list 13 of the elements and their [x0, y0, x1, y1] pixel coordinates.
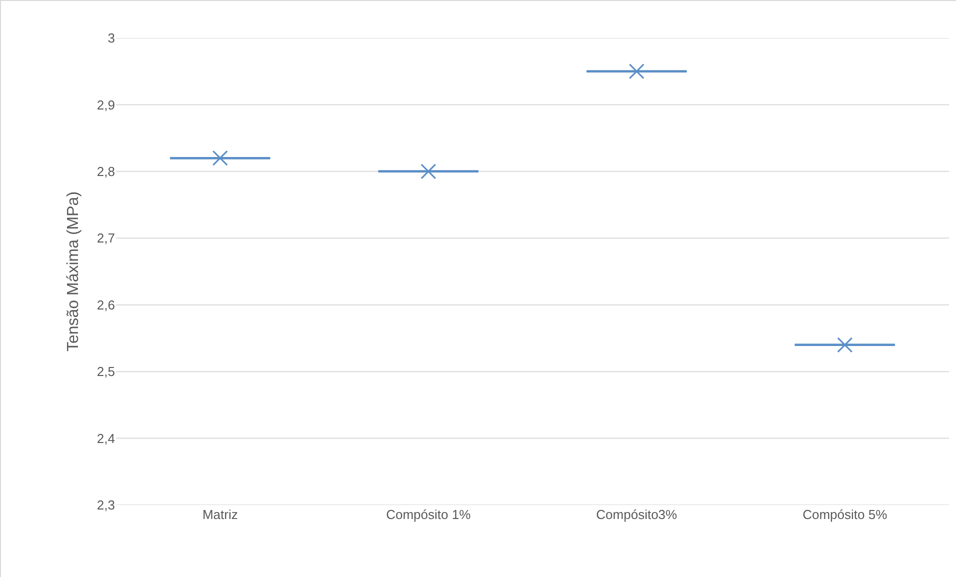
- y-tick-label: 2,7: [96, 230, 115, 246]
- x-tick-label: Compósito 5%: [802, 507, 888, 522]
- y-tick-label: 2,5: [96, 364, 115, 380]
- y-axis-title: Tensão Máxima (MPa): [64, 191, 82, 352]
- y-tick-label: 2,3: [96, 498, 115, 513]
- x-tick-label: Matriz: [202, 507, 238, 522]
- y-tick-label: 3: [108, 30, 115, 46]
- y-tick-label: 2,6: [96, 297, 115, 312]
- y-tick-label: 2,9: [96, 97, 115, 112]
- y-tick-label: 2,8: [96, 164, 115, 179]
- y-tick-label: 2,4: [96, 430, 115, 446]
- x-tick-label: Compósito 1%: [386, 507, 472, 522]
- x-tick-label: Compósito3%: [596, 507, 678, 522]
